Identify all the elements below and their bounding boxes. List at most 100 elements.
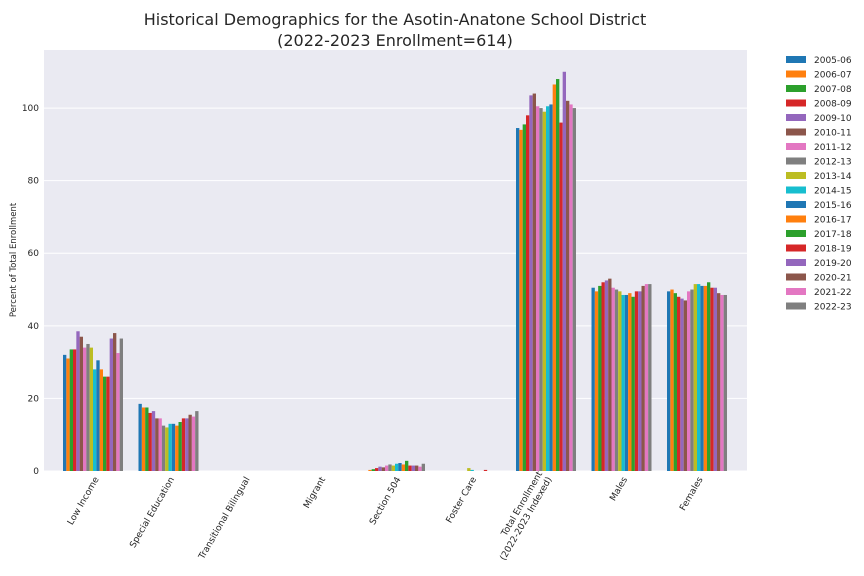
- legend-label: 2022-23: [814, 303, 852, 313]
- bar: [79, 336, 83, 471]
- bar: [106, 376, 110, 471]
- bar: [611, 287, 615, 471]
- bar: [648, 284, 652, 471]
- bar: [86, 343, 90, 471]
- x-tick-label-line: Special Education: [128, 476, 177, 550]
- bar: [165, 427, 169, 471]
- legend-label: 2010-11: [814, 129, 852, 139]
- bar: [566, 100, 570, 471]
- bar: [542, 111, 546, 471]
- bar: [483, 469, 488, 471]
- x-tick-label-line: Females: [678, 475, 705, 513]
- bar: [378, 466, 382, 471]
- legend-label: 2012-13: [814, 158, 852, 168]
- bar: [421, 463, 425, 471]
- bar: [408, 465, 412, 471]
- x-tick-label: Females: [678, 475, 705, 513]
- bar: [559, 122, 563, 471]
- legend-label: 2006-07: [814, 71, 852, 81]
- x-tick-label-line: Males: [608, 475, 630, 503]
- bar: [670, 289, 674, 471]
- bar: [608, 278, 612, 471]
- bar: [601, 282, 605, 471]
- chart-title: Historical Demographics for the Asotin-A…: [144, 10, 647, 29]
- legend-swatch: [786, 201, 806, 208]
- bar: [594, 291, 599, 471]
- bar: [69, 349, 73, 471]
- bar: [467, 468, 471, 471]
- bar: [667, 291, 671, 471]
- bar: [175, 425, 179, 471]
- legend-label: 2005-06: [814, 56, 852, 66]
- bar: [549, 104, 553, 472]
- bar: [624, 294, 629, 471]
- bar: [703, 285, 707, 471]
- y-tick-label: 20: [28, 394, 40, 404]
- bar: [191, 416, 196, 471]
- bar: [697, 284, 701, 471]
- legend-swatch: [786, 99, 806, 107]
- bar: [621, 294, 625, 471]
- bar: [677, 296, 681, 471]
- legend-swatch: [786, 186, 806, 194]
- x-tick-label: Special Education: [128, 476, 177, 550]
- bar: [628, 293, 632, 471]
- bar: [113, 333, 117, 471]
- y-tick-label: 80: [28, 177, 40, 187]
- x-tick-label: Migrant: [302, 475, 328, 510]
- x-axis-ticks: Low Income Special Education Transitional …: [66, 470, 706, 563]
- legend-swatch: [786, 230, 806, 237]
- bar: [388, 464, 392, 471]
- legend-label: 2015-16: [814, 201, 852, 211]
- legend-swatch: [786, 172, 806, 179]
- bar: [158, 418, 162, 471]
- legend-swatch: [786, 70, 806, 78]
- bar: [109, 338, 113, 471]
- legend-swatch: [786, 128, 806, 136]
- x-tick-label-line: Section 504: [368, 475, 404, 527]
- legend-label: 2011-12: [814, 143, 852, 153]
- bar: [66, 358, 70, 471]
- bar: [148, 412, 152, 471]
- x-tick-label: Low Income: [66, 475, 102, 527]
- bar: [73, 349, 77, 471]
- bar: [171, 423, 176, 471]
- bar: [680, 298, 684, 471]
- y-tick-label: 60: [28, 249, 40, 259]
- legend-swatch: [786, 273, 806, 281]
- bar: [83, 347, 87, 471]
- bar: [529, 95, 533, 471]
- legend-swatch: [786, 114, 806, 121]
- legend-label: 2014-15: [814, 187, 852, 197]
- bar: [116, 353, 120, 471]
- y-tick-label: 40: [28, 322, 40, 332]
- bar: [155, 418, 159, 471]
- bar: [516, 128, 520, 472]
- legend-swatch: [786, 85, 806, 92]
- x-tick-label: Males: [608, 475, 630, 503]
- bar: [539, 108, 543, 471]
- bar: [522, 124, 526, 471]
- legend-label: 2016-17: [814, 216, 852, 226]
- x-tick-label: Total Enrollment(2022-2023 Indexed): [489, 470, 555, 563]
- bar: [185, 418, 189, 471]
- bar: [707, 282, 711, 471]
- bar: [381, 467, 385, 471]
- bar: [572, 108, 576, 471]
- bar: [181, 418, 186, 471]
- chart-subtitle: (2022-2023 Enrollment=614): [277, 31, 513, 50]
- bar: [89, 347, 93, 471]
- x-tick-label: Transitional Bilingual: [197, 476, 253, 563]
- bar: [398, 463, 402, 471]
- legend-swatch: [786, 157, 806, 165]
- legend-swatch: [786, 302, 806, 310]
- bar: [536, 106, 540, 472]
- bar: [591, 287, 595, 471]
- x-tick-label-line: Foster Care: [445, 475, 480, 525]
- bar: [604, 280, 609, 471]
- bar: [368, 469, 372, 471]
- bar: [151, 411, 156, 471]
- bar: [556, 79, 560, 471]
- legend-label: 2020-21: [814, 274, 852, 284]
